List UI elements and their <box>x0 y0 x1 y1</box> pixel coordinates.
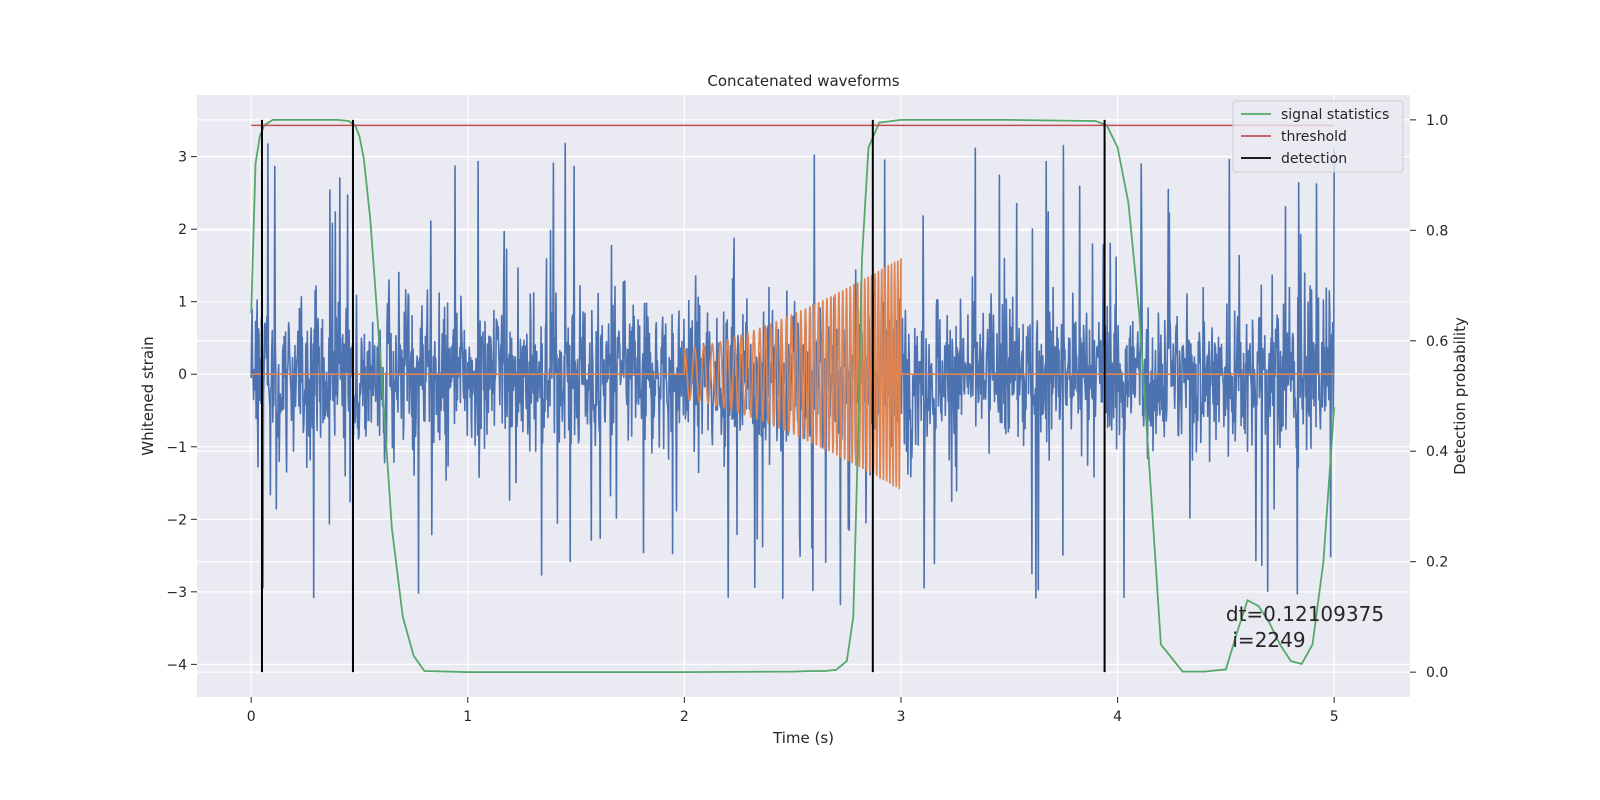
y-tick-label: 2 <box>178 222 187 238</box>
plot-data-layer <box>250 119 1336 673</box>
x-axis-ticks: 0 1 2 3 4 5 <box>247 697 1339 725</box>
x-axis-label: Time (s) <box>772 729 834 747</box>
y2-tick-label: 1.0 <box>1426 113 1448 129</box>
x-tick-label: 1 <box>463 709 472 725</box>
x-tick-label: 4 <box>1113 709 1122 725</box>
legend: signal statistics threshold detection <box>1232 100 1404 173</box>
y-tick-label: −3 <box>166 585 187 601</box>
y-tick-label: −2 <box>166 512 187 528</box>
y2-tick-label: 0.4 <box>1426 444 1448 460</box>
y2-axis-label: Detection probability <box>1451 317 1469 475</box>
y2-tick-label: 0.8 <box>1426 223 1448 239</box>
legend-entry-threshold-label: threshold <box>1281 129 1347 145</box>
x-tick-label: 3 <box>897 709 906 725</box>
legend-entry-signal-statistics-label: signal statistics <box>1281 107 1389 123</box>
y2-tick-label: 0.2 <box>1426 555 1448 571</box>
y2-axis-ticks: 0.0 0.2 0.4 0.6 0.8 1.0 <box>1410 113 1448 681</box>
annotation-dt: dt=0.12109375 <box>1226 602 1384 626</box>
y-tick-label: 0 <box>178 367 187 383</box>
y-tick-label: 3 <box>178 150 187 166</box>
chart-title: Concatenated waveforms <box>707 72 899 90</box>
y-axis-ticks: −4 −3 −2 −1 0 1 2 3 <box>166 150 197 673</box>
x-tick-label: 0 <box>247 709 256 725</box>
legend-entry-detection-label: detection <box>1281 151 1347 167</box>
y-tick-label: −1 <box>166 440 187 456</box>
y2-tick-label: 0.0 <box>1426 665 1448 681</box>
x-tick-label: 5 <box>1330 709 1339 725</box>
y2-tick-label: 0.6 <box>1426 334 1448 350</box>
y-axis-label: Whitened strain <box>139 336 157 455</box>
annotations: dt=0.12109375 i=2249 <box>1226 602 1384 652</box>
series-line-template-chirp <box>251 258 1335 490</box>
annotation-index: i=2249 <box>1232 628 1305 652</box>
legend-box <box>1232 100 1404 173</box>
y-tick-label: 1 <box>178 295 187 311</box>
detection-lines <box>260 119 1106 673</box>
x-tick-label: 2 <box>680 709 689 725</box>
y-tick-label: −4 <box>166 657 187 673</box>
